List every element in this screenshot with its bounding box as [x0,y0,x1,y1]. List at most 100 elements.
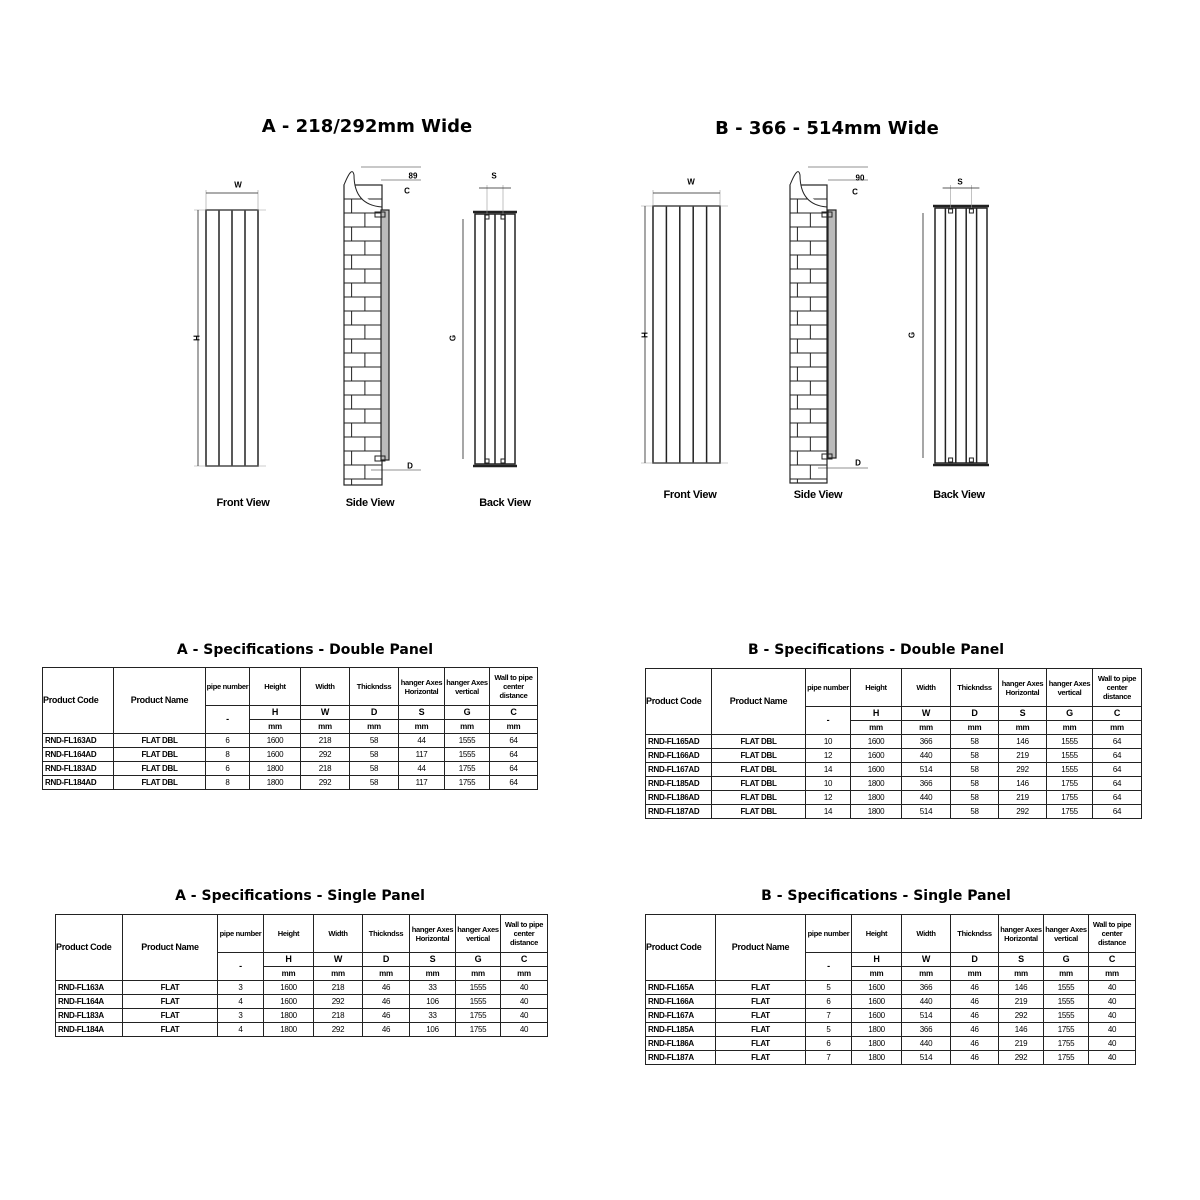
value-cell: 1600 [263,980,314,995]
header-symbol: S [998,706,1047,721]
value-cell: 40 [1088,1050,1136,1065]
value-cell: 440 [901,748,951,763]
table-row: RND-FL165AD FLAT DBL 10 1600 366 58 146 1555 64 [645,734,1142,749]
header-symbol: H [851,952,902,967]
header-unit: mm [500,966,548,981]
product-name-cell: FLAT DBL [113,761,206,776]
header-col: hanger Axes vertical [1043,914,1089,953]
value-cell: 6 [205,761,250,776]
spec-table-a-single: Product Code Product Name pipe number Heigh… [55,914,548,1037]
value-cell: 46 [362,980,410,995]
header-product-code: Product Code [645,914,716,981]
value-cell: 58 [349,733,399,748]
value-cell: 106 [409,1022,456,1037]
back-a-g-label: G [448,334,458,342]
value-cell: 1755 [1046,776,1093,791]
side-view-a-top-bracket [374,211,386,218]
product-code-cell: RND-FL184AD [42,775,114,790]
product-code-cell: RND-FL167AD [645,762,712,777]
spec-table-b-double: Product Code Product Name pipe number Heigh… [645,668,1142,819]
value-cell: 1600 [850,748,902,763]
value-cell: 218 [313,980,363,995]
value-cell: 1755 [455,1022,501,1037]
value-cell: 40 [1088,1022,1136,1037]
product-name-cell: FLAT [715,1022,806,1037]
value-cell: 64 [1092,748,1142,763]
value-cell: 1555 [1046,762,1093,777]
header-product-code: Product Code [645,668,712,735]
header-symbol: - [217,952,264,981]
value-cell: 4 [217,1022,264,1037]
header-row: Product Code Product Name pipe number Heigh… [55,914,548,981]
product-name-cell: FLAT [122,1008,218,1023]
header-unit: mm [998,720,1047,735]
header-col: pipe number [205,667,250,706]
value-cell: 14 [805,762,851,777]
value-cell: 292 [998,1050,1044,1065]
value-cell: 1555 [444,733,490,748]
table-row: RND-FL185AD FLAT DBL 10 1800 366 58 146 1755 64 [645,776,1142,791]
front-a-w-label: W [234,180,242,190]
front-view-b-label: Front View [663,489,717,501]
value-cell: 146 [998,980,1044,995]
value-cell: 64 [1092,776,1142,791]
header-symbol: W [313,952,363,967]
header-product-name: Product Name [715,914,806,981]
product-code-cell: RND-FL185A [645,1022,716,1037]
side-view-b-label: Side View [793,489,843,501]
product-code-cell: RND-FL187A [645,1050,716,1065]
header-col: hanger Axes Horizontal [409,914,456,953]
header-symbol: D [950,706,999,721]
value-cell: 366 [901,980,951,995]
value-cell: 3 [217,1008,264,1023]
product-code-cell: RND-FL186AD [645,790,712,805]
value-cell: 1800 [850,790,902,805]
value-cell: 366 [901,776,951,791]
value-cell: 40 [500,994,548,1009]
back-view-a-hanger [500,214,506,220]
header-unit: mm [409,966,456,981]
side-a-offset-label: 89 [408,171,418,181]
header-unit: mm [998,966,1044,981]
table-row: RND-FL165A FLAT 5 1600 366 46 146 1555 40 [645,980,1136,995]
drawing-a-title: A - 218/292mm Wide [261,116,473,137]
value-cell: 1600 [851,1008,902,1023]
value-cell: 7 [805,1050,852,1065]
value-cell: 33 [409,980,456,995]
value-cell: 6 [805,1036,852,1051]
value-cell: 40 [1088,1036,1136,1051]
header-unit: mm [1092,720,1142,735]
value-cell: 40 [500,1008,548,1023]
value-cell: 1600 [249,747,301,762]
value-cell: 514 [901,804,951,819]
value-cell: 64 [489,733,538,748]
value-cell: 10 [805,776,851,791]
back-b-g-label: G [907,331,917,339]
value-cell: 1555 [1043,1008,1089,1023]
header-symbol: W [901,706,951,721]
header-unit: mm [901,720,951,735]
value-cell: 1600 [851,980,902,995]
header-unit: mm [249,719,301,734]
value-cell: 292 [313,1022,363,1037]
product-name-cell: FLAT DBL [711,790,806,805]
value-cell: 4 [217,994,264,1009]
value-cell: 58 [950,748,999,763]
header-symbol: - [805,706,851,735]
product-name-cell: FLAT DBL [711,748,806,763]
value-cell: 3 [217,980,264,995]
value-cell: 1755 [1043,1050,1089,1065]
value-cell: 44 [398,761,445,776]
product-name-cell: FLAT [715,1036,806,1051]
header-unit: mm [850,720,902,735]
header-unit: mm [1046,720,1093,735]
value-cell: 1800 [249,761,301,776]
value-cell: 1555 [1043,994,1089,1009]
table-row: RND-FL187A FLAT 7 1800 514 46 292 1755 40 [645,1050,1136,1065]
header-symbol: S [409,952,456,967]
side-b-c-label: C [852,187,858,197]
header-unit: mm [349,719,399,734]
back-view-b-hanger [968,457,974,463]
value-cell: 146 [998,734,1047,749]
header-symbol: C [500,952,548,967]
